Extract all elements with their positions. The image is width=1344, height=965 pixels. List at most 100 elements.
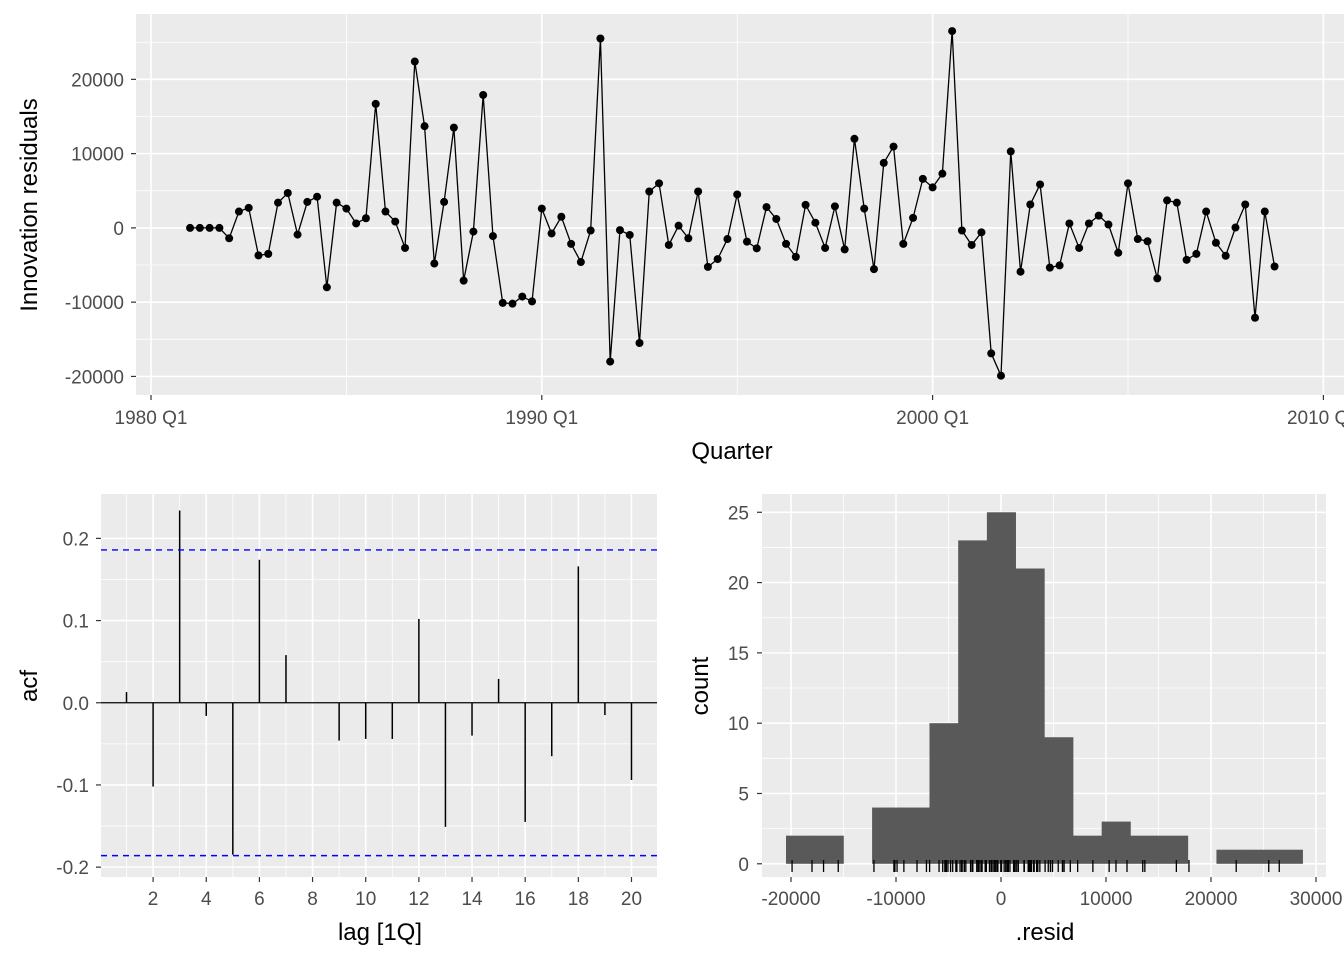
residual-point [332,198,341,207]
histogram-bar [872,807,902,864]
x-axis-title: Quarter [691,438,772,465]
residual-point [195,223,204,232]
residual-point [1211,238,1220,247]
residual-point [401,243,410,252]
y-tick-label: 15 [728,644,749,665]
histogram-bar [814,835,844,864]
residual-point [1231,223,1240,232]
histogram-bars [786,512,1303,864]
residual-point [1094,211,1103,220]
x-tick-label: 10 [355,889,376,910]
residual-point [684,234,693,243]
residual-point [342,204,351,213]
x-tick-label: 2 [148,889,159,910]
x-tick-label: -20000 [761,889,820,910]
residual-point [1163,196,1172,205]
residual-point [1251,313,1260,322]
residual-point [586,226,595,235]
residual-point [1124,179,1132,188]
acf-plot: -0.2 -0.1 0.0 0.1 0.2 2 4 6 8 10 12 14 16 18 20 lag [1… [16,494,657,946]
residual-point [655,179,664,188]
residual-point [283,188,292,197]
residual-point [293,230,302,239]
residual-point [694,187,703,196]
residual-point [1192,249,1201,258]
y-tick-label: 0.2 [63,529,89,550]
y-tick-label: 0.1 [63,612,89,633]
residual-point [1260,207,1269,216]
residual-point [410,57,419,66]
residual-point [430,259,439,268]
residual-point [596,34,605,43]
residual-point [518,292,527,301]
residual-point [508,299,517,308]
residual-point [361,214,370,223]
residual-point [1065,219,1074,228]
y-tick-label: -0.2 [56,858,89,879]
y-tick-label: 0 [738,855,749,876]
residual-point [713,255,722,264]
residual-point [440,197,449,206]
residual-point [391,217,400,226]
residual-point [938,169,947,178]
residual-point [303,197,312,206]
x-axis-title: .resid [1016,919,1075,946]
y-tick-label: 10 [728,714,749,735]
grid-lines [136,14,1344,395]
residual-point [498,298,507,307]
residual-point [420,122,429,131]
x-tick-label: 4 [201,889,212,910]
histogram-bar [986,512,1016,864]
y-tick-label: 0 [113,219,124,240]
histogram-bar [929,723,959,864]
residual-point [225,234,234,243]
residual-point [186,223,195,232]
histogram-bar [786,835,816,864]
residual-point [733,190,742,199]
residual-point [1045,263,1054,272]
residual-series [186,27,1279,380]
residual-point [811,218,820,227]
residual-point [752,244,761,253]
x-tick-label: 16 [515,889,536,910]
residual-point [1221,251,1230,260]
residual-point [1055,261,1064,270]
residual-point [313,192,322,201]
residual-histogram: 0 5 10 15 20 25 -20000 -10000 0 10000 20000 30000 .… [687,494,1342,946]
residual-line [190,31,1276,376]
residual-point [488,232,497,241]
residual-point [918,174,927,183]
residual-point [742,237,751,246]
y-tick-label: -20000 [65,367,124,388]
residual-point [772,214,781,223]
residual-point [254,251,263,260]
y-axis-title: Innovation residuals [16,98,43,311]
residual-point [782,239,791,248]
residual-point [567,239,576,248]
y-tick-label: 5 [738,784,749,805]
residual-point [801,200,810,209]
residual-point [469,227,478,236]
residual-point [244,203,253,212]
residual-point [449,123,458,132]
histogram-bar [1159,835,1189,864]
residual-point [635,339,644,348]
residual-point [869,265,878,274]
residual-point [322,283,331,292]
residual-point [664,240,673,249]
residual-point [674,221,683,230]
residual-point [352,219,361,228]
residual-point [1016,267,1025,276]
histogram-bar [1273,849,1303,864]
residual-point [977,228,986,237]
residual-point [879,158,888,167]
rug-marks [791,860,1280,872]
residual-point [1036,180,1045,189]
x-tick-label: 14 [461,889,483,910]
x-axis-title: lag [1Q] [338,919,422,946]
axes: -20000 -10000 0 10000 20000 1980 Q1 1990 Q1 200… [65,70,1344,429]
residual-point [537,204,546,213]
x-tick-label: 18 [568,889,589,910]
residual-point [479,90,488,99]
y-tick-label: 0.0 [63,694,89,715]
